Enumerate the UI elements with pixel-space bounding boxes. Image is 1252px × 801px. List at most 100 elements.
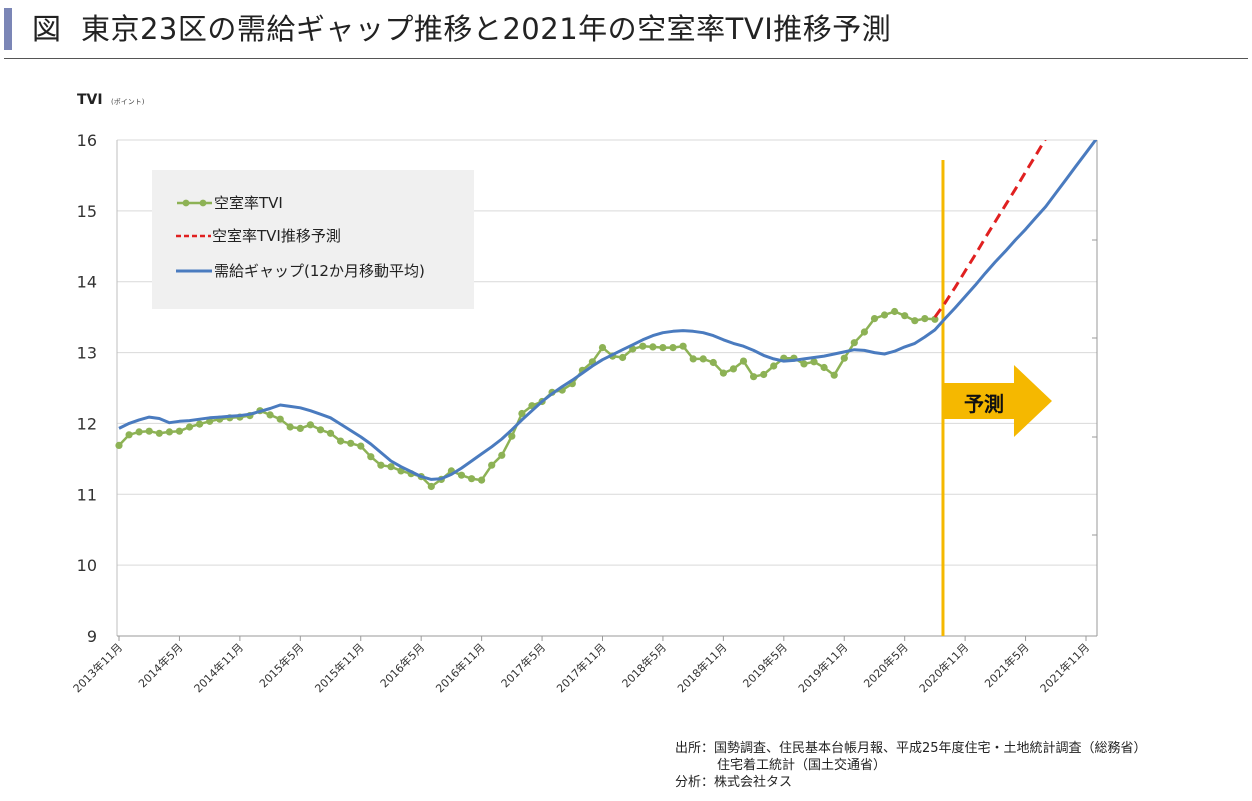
tvi-point xyxy=(911,317,919,325)
tvi-point xyxy=(870,315,879,323)
tvi-point xyxy=(306,421,314,429)
legend-gap-label: 需給ギャップ(12か月移動平均) xyxy=(214,262,425,280)
x-tick-label: 2018年5月 xyxy=(619,640,669,690)
x-tick-label: 2015年11月 xyxy=(312,640,367,695)
tvi-point xyxy=(901,312,909,320)
tvi-point xyxy=(830,371,838,379)
y-tick-label: 16 xyxy=(77,131,97,150)
tvi-point xyxy=(337,437,345,445)
tvi-point xyxy=(810,358,818,366)
tvi-point xyxy=(669,344,677,352)
tvi-point xyxy=(135,428,143,436)
y-axis-title: TVI xyxy=(77,92,103,108)
tvi-point xyxy=(357,442,365,450)
legend-box xyxy=(152,170,474,309)
tvi-point xyxy=(689,355,697,363)
tvi-point xyxy=(921,315,929,323)
title-bar: 図 東京23区の需給ギャップ推移と2021年の空室率TVI推移予測 xyxy=(4,6,1248,59)
series-line-gap xyxy=(118,140,1097,481)
x-tick-label: 2019年11月 xyxy=(795,640,850,695)
series-line-tvi xyxy=(118,310,935,488)
y-tick-label: 9 xyxy=(87,627,97,646)
tvi-point xyxy=(125,431,133,439)
tvi-point xyxy=(891,307,899,316)
tvi-point xyxy=(931,315,939,323)
tvi-point xyxy=(286,423,294,431)
x-tick-label: 2014年5月 xyxy=(135,640,185,690)
tvi-point xyxy=(699,355,707,363)
legend-tvi-label: 空室率TVI xyxy=(214,194,283,212)
legend-forecast-label: 空室率TVI推移予測 xyxy=(212,227,341,245)
title-divider xyxy=(4,58,1248,59)
x-tick-label: 2015年5月 xyxy=(256,640,306,690)
tvi-point xyxy=(860,328,869,336)
x-tick-label: 2021年5月 xyxy=(981,640,1031,690)
tvi-point xyxy=(387,463,395,471)
figure-marker: 図 xyxy=(32,12,62,46)
page-title: 図 東京23区の需給ギャップ推移と2021年の空室率TVI推移予測 xyxy=(32,10,891,48)
tvi-point xyxy=(175,427,183,435)
tvi-point xyxy=(326,429,335,437)
x-tick-label: 2021年11月 xyxy=(1037,640,1092,695)
tvi-point xyxy=(739,357,748,365)
x-tick-label: 2018年11月 xyxy=(674,640,729,695)
tvi-point xyxy=(196,420,204,428)
tvi-point xyxy=(800,360,808,368)
tvi-point xyxy=(709,358,717,367)
tvi-point xyxy=(266,411,274,419)
x-tick-label: 2019年5月 xyxy=(740,640,790,690)
legend-tvi-marker xyxy=(182,199,190,207)
x-tick-label: 2014年11月 xyxy=(191,640,246,695)
tvi-point xyxy=(840,354,848,362)
source-line-2: 住宅着工統計（国土交通省） xyxy=(717,758,887,773)
tvi-point xyxy=(719,369,728,377)
tvi-point xyxy=(316,426,325,434)
tvi-point xyxy=(478,476,486,484)
x-tick-label: 2017年11月 xyxy=(553,640,608,695)
x-tick-label: 2020年11月 xyxy=(916,640,971,695)
y-tick-label: 14 xyxy=(77,273,97,292)
tvi-point xyxy=(820,363,828,372)
legend-tvi-marker xyxy=(199,199,207,207)
tvi-point xyxy=(377,461,385,469)
tvi-point xyxy=(598,344,607,352)
tvi-point xyxy=(659,344,667,352)
tvi-point xyxy=(155,429,163,437)
title-accent-bar xyxy=(4,8,12,50)
tvi-point xyxy=(649,343,657,351)
source-line-1: 出所：国勢調査、住民基本台帳月報、平成25年度住宅・土地統計調査（総務省） xyxy=(675,741,1147,756)
tvi-point xyxy=(276,415,284,423)
tvi-point xyxy=(347,439,355,447)
tvi-point xyxy=(185,423,194,431)
tvi-point xyxy=(850,339,858,347)
tvi-point xyxy=(498,451,506,459)
title-text: 東京23区の需給ギャップ推移と2021年の空室率TVI推移予測 xyxy=(80,12,892,46)
x-tick-label: 2017年5月 xyxy=(498,640,548,690)
tvi-point xyxy=(750,373,758,381)
tvi-point xyxy=(619,353,627,362)
y-tick-label: 15 xyxy=(77,202,97,221)
tvi-point xyxy=(468,475,476,483)
tvi-point xyxy=(639,342,647,350)
tvi-point xyxy=(367,453,375,461)
forecast-arrow xyxy=(943,365,1052,437)
tvi-point xyxy=(508,432,516,440)
source-line-3: 分析：株式会社タス xyxy=(675,775,793,790)
tvi-point xyxy=(679,342,687,350)
y-axis-unit: (ポイント) xyxy=(111,98,145,106)
tvi-point xyxy=(729,365,738,373)
tvi-point xyxy=(427,482,435,491)
tvi-point xyxy=(145,427,153,435)
x-tick-label: 2020年5月 xyxy=(861,640,911,690)
tvi-point xyxy=(165,428,173,436)
tvi-point xyxy=(488,461,496,469)
y-tick-label: 12 xyxy=(77,414,97,433)
tvi-point xyxy=(770,362,778,370)
forecast-label: 予測 xyxy=(964,392,1004,416)
y-tick-label: 10 xyxy=(77,556,97,575)
x-tick-label: 2016年5月 xyxy=(377,640,427,690)
series-line-forecast xyxy=(933,140,1047,318)
tvi-point xyxy=(880,311,889,319)
x-tick-label: 2016年11月 xyxy=(433,640,488,695)
